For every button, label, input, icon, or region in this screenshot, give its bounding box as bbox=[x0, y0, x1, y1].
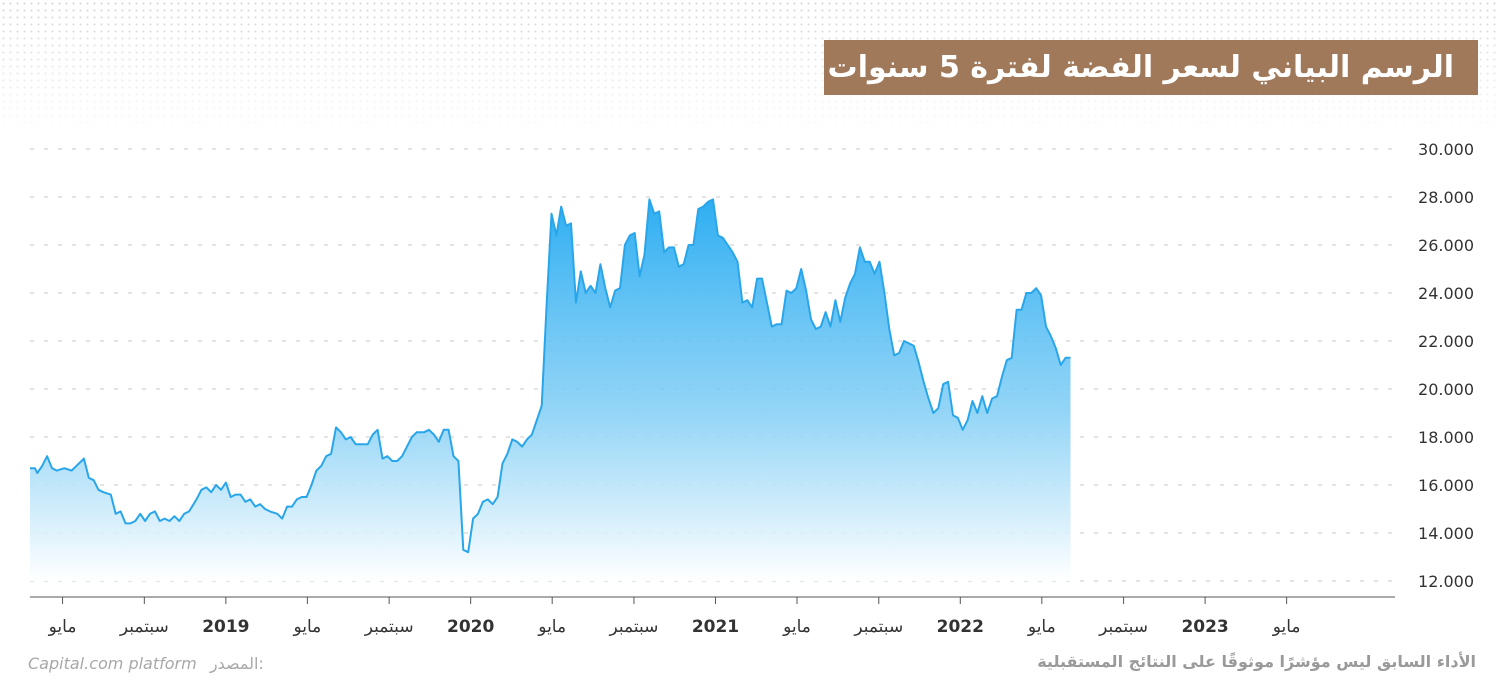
y-tick-label: 30.000 bbox=[1418, 140, 1474, 159]
y-tick-label: 24.000 bbox=[1418, 284, 1474, 303]
x-tick-label: مايو bbox=[1272, 617, 1301, 637]
y-tick-label: 26.000 bbox=[1418, 236, 1474, 255]
x-tick-label: 2019 bbox=[202, 617, 249, 637]
x-tick-label: سبتمبر bbox=[853, 617, 903, 637]
x-axis: مايو سبتمبر 2019 مايو سبتمبر 2020 مايو سبتمبر 20… bbox=[30, 596, 1395, 637]
y-tick-label: 20.000 bbox=[1418, 380, 1474, 399]
source-credit: Capital.com platform المصدر: bbox=[28, 654, 264, 673]
x-tick-label: مايو bbox=[48, 617, 77, 637]
price-area-fill bbox=[30, 199, 1071, 581]
x-tick-label: سبتمبر bbox=[364, 617, 414, 637]
y-tick-label: 14.000 bbox=[1418, 524, 1474, 543]
x-tick-label: سبتمبر bbox=[1098, 617, 1148, 637]
y-tick-label: 16.000 bbox=[1418, 476, 1474, 495]
y-axis: 12.000 14.000 16.000 18.000 20.000 22.000 24.0… bbox=[1418, 140, 1474, 591]
x-tick-label: 2020 bbox=[447, 617, 494, 637]
y-tick-label: 18.000 bbox=[1418, 428, 1474, 447]
x-tick-label: مايو bbox=[537, 617, 566, 637]
y-tick-label: 28.000 bbox=[1418, 188, 1474, 207]
disclaimer-text: الأداء السابق ليس مؤشرًا موثوقًا على الن… bbox=[1037, 652, 1476, 671]
y-tick-label: 22.000 bbox=[1418, 332, 1474, 351]
y-tick-label: 12.000 bbox=[1418, 572, 1474, 591]
x-tick-label: مايو bbox=[1027, 617, 1056, 637]
x-tick-label: سبتمبر bbox=[609, 617, 659, 637]
x-tick-label: 2023 bbox=[1181, 617, 1228, 637]
x-tick-label: سبتمبر bbox=[119, 617, 169, 637]
price-line bbox=[30, 198, 1071, 554]
x-tick-label: مايو bbox=[782, 617, 811, 637]
chart-title: الرسم البياني لسعر الفضة لفترة 5 سنوات bbox=[824, 40, 1478, 95]
source-name: Capital.com platform bbox=[28, 654, 197, 673]
x-tick-label: 2021 bbox=[692, 617, 739, 637]
x-tick-label: 2022 bbox=[937, 617, 984, 637]
price-area bbox=[30, 198, 1071, 581]
x-tick-label: مايو bbox=[292, 617, 321, 637]
source-label: المصدر: bbox=[209, 654, 264, 673]
